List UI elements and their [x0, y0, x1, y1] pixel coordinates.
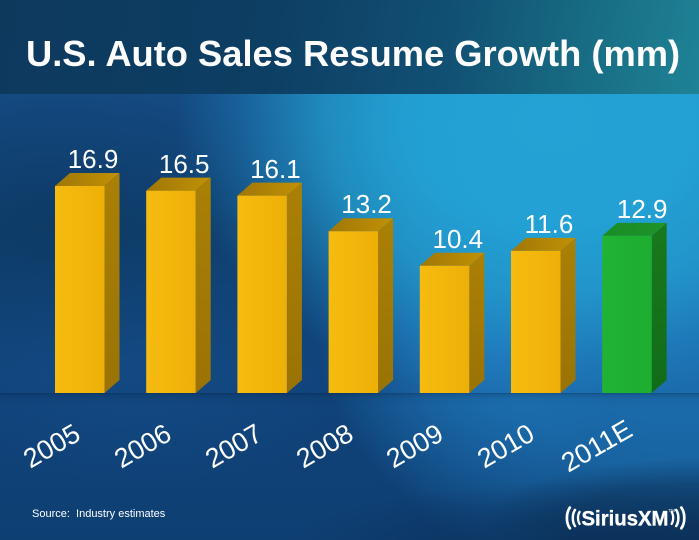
svg-text:SiriusXM: SiriusXM: [582, 506, 669, 530]
svg-text:TM: TM: [669, 508, 676, 513]
